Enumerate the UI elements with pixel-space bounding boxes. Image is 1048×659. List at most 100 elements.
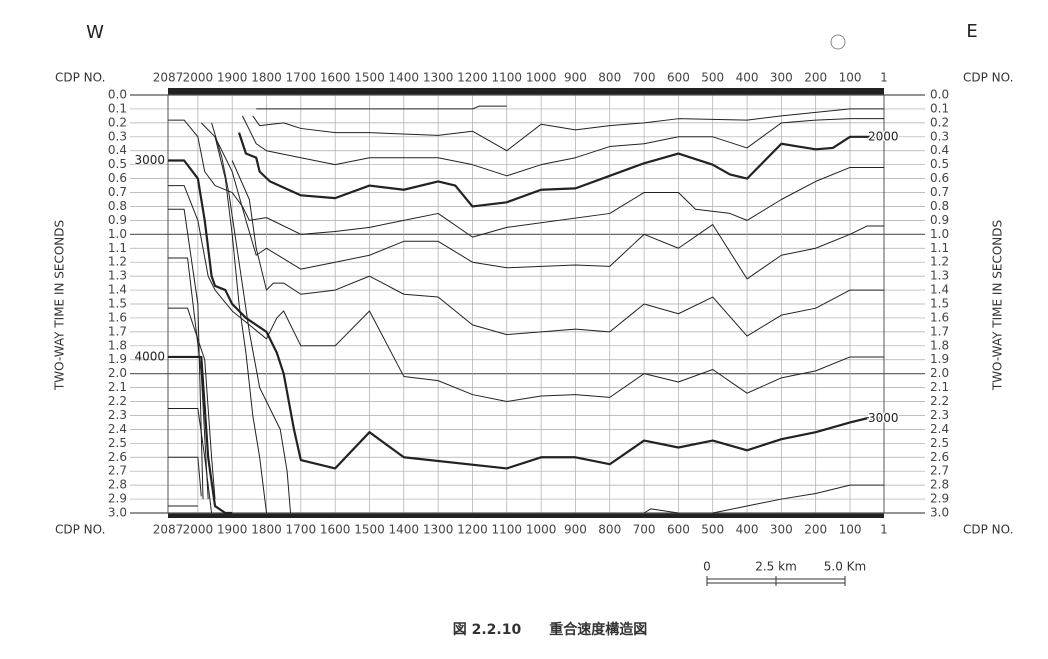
x-tick-label: 2087: [153, 71, 184, 85]
contour-line: [168, 159, 884, 470]
x-tick-label: 1000: [526, 523, 557, 537]
contour-label: 3000: [868, 411, 899, 425]
y-tick-label: 2.8: [108, 478, 127, 492]
y-tick-label: 2.9: [108, 492, 127, 506]
x-tick-label: 400: [736, 71, 759, 85]
y-tick-label: 2.9: [930, 492, 949, 506]
y-tick-label: 2.0: [930, 366, 949, 380]
y-tick-label: 3.0: [930, 506, 949, 520]
y-tick-label: 2.1: [930, 380, 949, 394]
scale-label: 2.5 km: [755, 560, 797, 574]
y-tick-label: 0.6: [108, 171, 127, 185]
x-tick-label: 900: [564, 523, 587, 537]
contour-line: [242, 115, 884, 177]
caption: 図 2.2.10 重合速度構造図: [453, 621, 647, 638]
x-tick-label: 200: [804, 523, 827, 537]
y-tick-label: 2.4: [930, 422, 949, 436]
x-tick-label: 1200: [457, 71, 488, 85]
y-tick-label: 2.6: [108, 450, 127, 464]
x-tick-label: 500: [701, 71, 724, 85]
contour-line: [238, 132, 884, 208]
y-tick-label: 1.5: [108, 297, 127, 311]
y-tick-label: 1.9: [930, 352, 949, 366]
contour-line: [168, 408, 213, 514]
y-tick-label: 0.8: [108, 199, 127, 213]
y-tick-label: 2.7: [930, 464, 949, 478]
scale-label: 0: [703, 560, 711, 574]
x-tick-label: 1300: [423, 523, 454, 537]
y-tick-label: 1.8: [930, 338, 949, 352]
contour-line: [211, 122, 292, 514]
x-tick-label: 100: [839, 523, 862, 537]
x-tick-label: 500: [701, 523, 724, 537]
y-tick-label: 0.5: [930, 157, 949, 171]
y-tick-label: 2.2: [930, 394, 949, 408]
y-tick-label: 0.2: [108, 115, 127, 129]
y-tick-label: 0.6: [930, 171, 949, 185]
y-tick-label: 0.4: [108, 143, 127, 157]
y-tick-label: 0.1: [108, 101, 127, 115]
contour-line: [256, 105, 507, 110]
y-tick-label: 0.3: [930, 129, 949, 143]
y-tick-label: 1.4: [930, 283, 949, 297]
y-tick-label: 0.9: [930, 213, 949, 227]
x-tick-label: 1: [880, 523, 888, 537]
y-tick-label: 1.2: [930, 255, 949, 269]
x-tick-label: 400: [736, 523, 759, 537]
y-tick-label: 2.5: [108, 436, 127, 450]
x-tick-label: 300: [770, 523, 793, 537]
y-axis-label: TWO-WAY TIME IN SECONDS: [991, 220, 1005, 391]
west-label: W: [86, 22, 104, 43]
contour-line: [231, 160, 884, 337]
y-tick-label: 1.0: [108, 227, 127, 241]
y-tick-label: 2.8: [930, 478, 949, 492]
contour-line: [643, 508, 679, 514]
x-tick-label: 1600: [320, 71, 351, 85]
y-tick-label: 0.3: [108, 129, 127, 143]
y-tick-label: 0.7: [930, 185, 949, 199]
y-tick-label: 0.1: [930, 101, 949, 115]
x-axis-label: CDP NO.: [55, 71, 105, 85]
y-tick-label: 2.0: [108, 366, 127, 380]
contour-line: [168, 208, 204, 500]
y-tick-label: 1.0: [930, 227, 949, 241]
y-tick-label: 1.5: [930, 297, 949, 311]
x-tick-label: 800: [598, 523, 621, 537]
contour-line: [168, 355, 233, 515]
y-tick-label: 0.5: [108, 157, 127, 171]
y-tick-label: 1.3: [930, 269, 949, 283]
y-tick-label: 2.1: [108, 380, 127, 394]
x-tick-label: 1700: [286, 523, 317, 537]
y-tick-label: 1.7: [930, 324, 949, 338]
x-tick-label: 2000: [183, 523, 214, 537]
x-tick-label: 1800: [251, 71, 282, 85]
top-strip: [168, 88, 884, 95]
x-tick-label: 1500: [354, 71, 385, 85]
x-tick-label: 800: [598, 71, 621, 85]
x-tick-label: 1700: [286, 71, 317, 85]
contour-line: [168, 119, 884, 238]
x-tick-label: 200: [804, 71, 827, 85]
x-tick-label: 900: [564, 71, 587, 85]
y-tick-label: 1.1: [930, 241, 949, 255]
contour-line: [200, 122, 268, 514]
x-axis-label: CDP NO.: [55, 523, 105, 537]
y-tick-label: 2.2: [108, 394, 127, 408]
y-tick-label: 0.0: [108, 88, 127, 102]
x-tick-label: 1900: [217, 71, 248, 85]
x-tick-label: 1900: [217, 523, 248, 537]
x-tick-label: 1500: [354, 523, 385, 537]
x-tick-label: 1300: [423, 71, 454, 85]
y-tick-label: 0.0: [930, 88, 949, 102]
x-tick-label: 1800: [251, 523, 282, 537]
y-tick-label: 2.4: [108, 422, 127, 436]
y-axis-label: TWO-WAY TIME IN SECONDS: [53, 220, 67, 391]
y-tick-label: 0.7: [108, 185, 127, 199]
contour-label: 2000: [868, 129, 899, 143]
y-tick-label: 2.5: [930, 436, 949, 450]
y-tick-label: 1.6: [108, 310, 127, 324]
x-axis-label: CDP NO.: [963, 523, 1013, 537]
y-tick-label: 0.9: [108, 213, 127, 227]
y-tick-label: 1.7: [108, 324, 127, 338]
